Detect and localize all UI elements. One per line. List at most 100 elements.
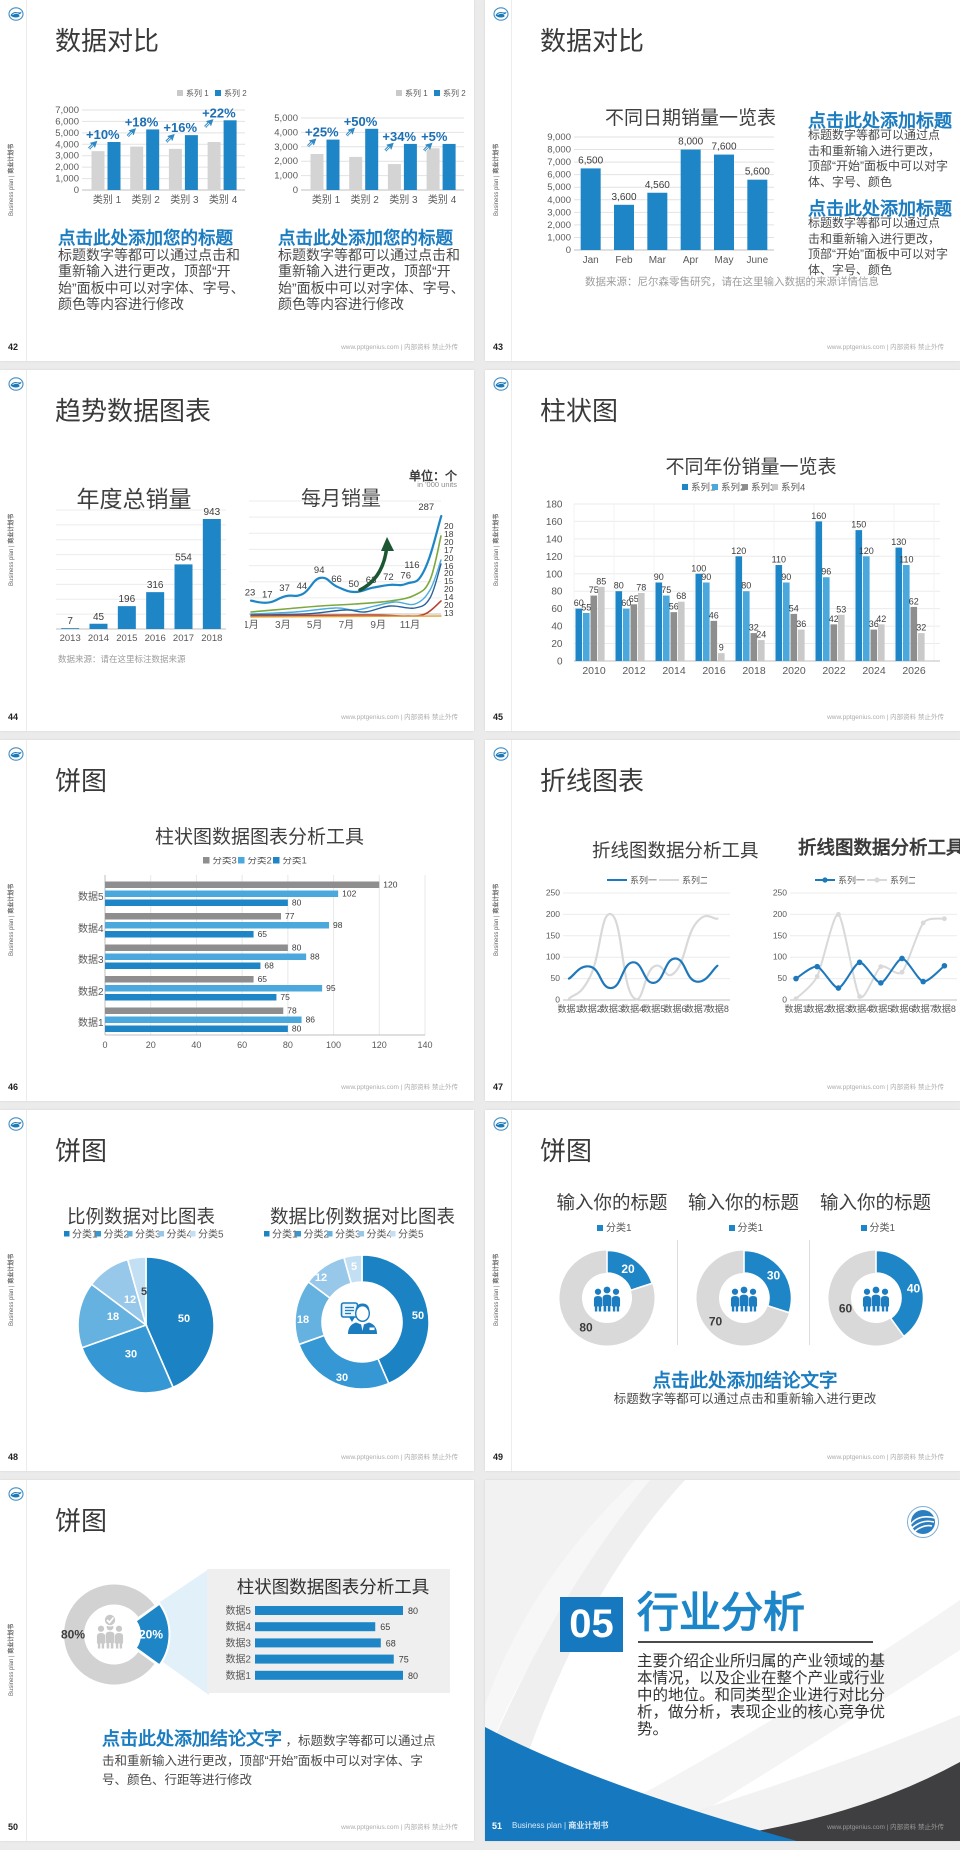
svg-text:系列 2: 系列 2 bbox=[443, 88, 466, 98]
svg-text:分类2: 分类2 bbox=[248, 857, 272, 867]
svg-text:分类4: 分类4 bbox=[167, 1229, 193, 1240]
svg-text:116: 116 bbox=[404, 560, 419, 571]
svg-text:6,500: 6,500 bbox=[578, 155, 603, 166]
svg-text:9,000: 9,000 bbox=[547, 132, 571, 143]
svg-text:50: 50 bbox=[178, 1313, 190, 1325]
svg-text:2013: 2013 bbox=[60, 633, 81, 644]
svg-text:类别 3: 类别 3 bbox=[170, 193, 199, 206]
svg-text:40: 40 bbox=[551, 622, 563, 633]
svg-text:3,000: 3,000 bbox=[547, 207, 571, 218]
svg-text:数据3: 数据3 bbox=[600, 1003, 623, 1014]
svg-text:3月: 3月 bbox=[275, 619, 291, 631]
svg-text:数据5: 数据5 bbox=[225, 1604, 251, 1617]
svg-text:4,000: 4,000 bbox=[547, 195, 571, 206]
svg-text:系列 1: 系列 1 bbox=[186, 88, 209, 98]
svg-text:+50%: +50% bbox=[344, 114, 378, 129]
svg-text:Apr: Apr bbox=[683, 255, 699, 266]
svg-text:+5%: +5% bbox=[421, 129, 448, 144]
svg-text:4,000: 4,000 bbox=[274, 127, 298, 138]
svg-text:200: 200 bbox=[546, 909, 560, 919]
svg-text:5,000: 5,000 bbox=[274, 113, 298, 124]
svg-text:60: 60 bbox=[237, 1040, 247, 1050]
svg-text:0: 0 bbox=[74, 185, 79, 196]
svg-text:分类5: 分类5 bbox=[398, 1229, 424, 1240]
svg-text:分类4: 分类4 bbox=[367, 1229, 393, 1240]
svg-text:75: 75 bbox=[280, 992, 290, 1002]
svg-text:102: 102 bbox=[342, 889, 356, 899]
svg-text:120: 120 bbox=[546, 552, 563, 563]
svg-text:100: 100 bbox=[773, 952, 787, 962]
svg-text:120: 120 bbox=[383, 880, 397, 890]
svg-text:55: 55 bbox=[581, 603, 591, 613]
svg-text:196: 196 bbox=[118, 594, 135, 605]
svg-text:120: 120 bbox=[731, 546, 746, 556]
svg-text:柱状图数据图表分析工具: 柱状图数据图表分析工具 bbox=[237, 1577, 430, 1597]
svg-text:150: 150 bbox=[546, 930, 560, 940]
svg-text:+18%: +18% bbox=[125, 114, 159, 129]
svg-text:系列 1: 系列 1 bbox=[405, 88, 428, 98]
svg-text:2018: 2018 bbox=[742, 665, 766, 677]
svg-text:2014: 2014 bbox=[88, 633, 109, 644]
svg-text:2012: 2012 bbox=[622, 665, 646, 677]
svg-text:2017: 2017 bbox=[173, 633, 194, 644]
svg-text:系列一: 系列一 bbox=[838, 875, 865, 886]
svg-text:5: 5 bbox=[351, 1261, 357, 1273]
svg-text:65: 65 bbox=[258, 974, 268, 984]
svg-text:分类2: 分类2 bbox=[104, 1229, 130, 1240]
svg-text:1,000: 1,000 bbox=[547, 232, 571, 243]
svg-text:943: 943 bbox=[203, 507, 220, 518]
svg-text:类别 4: 类别 4 bbox=[209, 193, 238, 206]
svg-text:2014: 2014 bbox=[662, 665, 686, 677]
svg-text:4,560: 4,560 bbox=[645, 180, 670, 191]
svg-text:50: 50 bbox=[412, 1310, 424, 1322]
svg-text:系列二: 系列二 bbox=[682, 875, 707, 886]
svg-text:44: 44 bbox=[297, 581, 308, 592]
svg-text:94: 94 bbox=[314, 565, 325, 576]
svg-text:2024: 2024 bbox=[862, 665, 886, 677]
svg-text:80: 80 bbox=[614, 581, 624, 591]
svg-text:系列3: 系列3 bbox=[751, 482, 775, 494]
svg-text:类别 1: 类别 1 bbox=[93, 193, 122, 206]
svg-text:数据3: 数据3 bbox=[827, 1003, 850, 1014]
svg-text:20%: 20% bbox=[139, 1628, 163, 1642]
svg-text:5,000: 5,000 bbox=[547, 182, 571, 193]
svg-text:42: 42 bbox=[876, 614, 886, 624]
svg-text:18: 18 bbox=[107, 1311, 119, 1323]
svg-text:250: 250 bbox=[546, 888, 560, 898]
svg-text:数据4: 数据4 bbox=[225, 1620, 251, 1633]
svg-text:系列4: 系列4 bbox=[781, 482, 805, 494]
svg-text:+22%: +22% bbox=[202, 105, 236, 120]
svg-text:120: 120 bbox=[372, 1040, 387, 1050]
svg-text:65: 65 bbox=[629, 594, 639, 604]
svg-text:88: 88 bbox=[310, 952, 320, 962]
svg-text:2026: 2026 bbox=[902, 665, 926, 677]
svg-text:75: 75 bbox=[399, 1655, 409, 1665]
svg-text:32: 32 bbox=[916, 623, 926, 633]
svg-text:5,600: 5,600 bbox=[745, 167, 770, 178]
svg-text:May: May bbox=[715, 255, 734, 266]
svg-text:17: 17 bbox=[262, 590, 273, 601]
svg-text:20: 20 bbox=[146, 1040, 156, 1050]
svg-text:Feb: Feb bbox=[615, 255, 633, 266]
svg-text:66: 66 bbox=[331, 574, 342, 585]
svg-text:554: 554 bbox=[175, 552, 192, 563]
svg-text:180: 180 bbox=[546, 499, 563, 510]
svg-text:72: 72 bbox=[383, 572, 394, 583]
svg-text:76: 76 bbox=[400, 571, 411, 582]
svg-text:+34%: +34% bbox=[382, 129, 416, 144]
svg-text:7,000: 7,000 bbox=[55, 105, 79, 116]
svg-text:6,000: 6,000 bbox=[55, 116, 79, 127]
svg-text:160: 160 bbox=[546, 517, 563, 528]
svg-text:200: 200 bbox=[773, 909, 787, 919]
svg-text:90: 90 bbox=[781, 572, 791, 582]
svg-text:2016: 2016 bbox=[702, 665, 726, 677]
svg-text:130: 130 bbox=[891, 537, 906, 547]
svg-text:90: 90 bbox=[701, 572, 711, 582]
svg-text:2016: 2016 bbox=[145, 633, 166, 644]
svg-text:77: 77 bbox=[285, 911, 295, 921]
svg-text:9月: 9月 bbox=[370, 619, 386, 631]
svg-text:0: 0 bbox=[566, 245, 571, 256]
svg-text:系列一: 系列一 bbox=[630, 875, 657, 886]
svg-text:70: 70 bbox=[708, 1314, 722, 1328]
svg-text:30: 30 bbox=[766, 1268, 780, 1282]
